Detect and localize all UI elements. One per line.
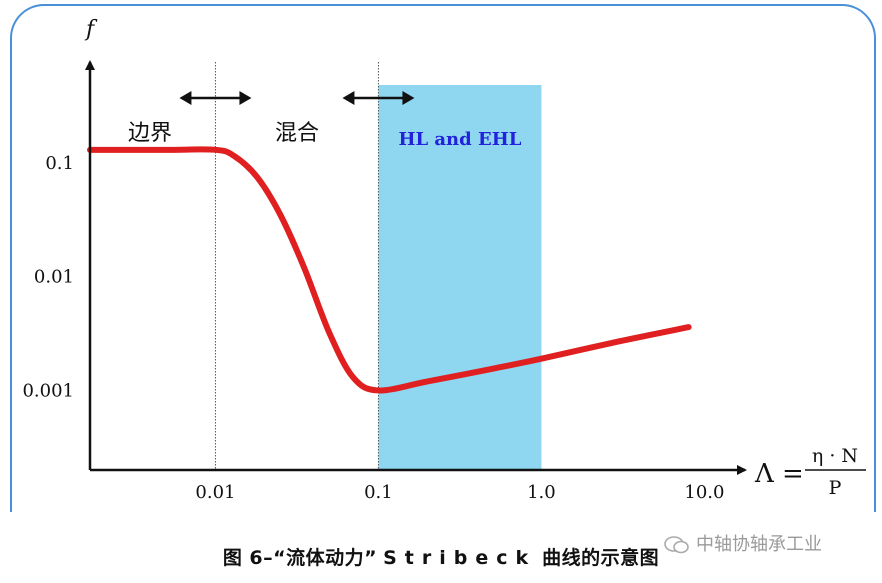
x-formula-numerator: η · N <box>812 445 858 467</box>
watermark-text: 中轴协轴承工业 <box>696 534 822 555</box>
regime-arrow <box>179 91 252 105</box>
y-tick-label: 0.1 <box>45 153 74 174</box>
stribeck-curve <box>87 146 692 394</box>
x-tick-label: 10.0 <box>684 482 724 503</box>
region-label-hl-ehl: HL and EHL <box>398 129 521 150</box>
y-tick-label: 0.01 <box>34 267 74 288</box>
region-label-boundary: 边界 <box>128 121 172 146</box>
regime-arrow-left-head <box>179 91 192 105</box>
caption-suffix: 曲线的示意图 <box>542 547 660 569</box>
x-formula-lhs: Λ = <box>754 459 804 489</box>
caption-latin: Stribeck <box>383 547 537 569</box>
watermark: 中轴协轴承工业 <box>664 528 822 562</box>
x-tick-label: 0.1 <box>364 482 393 503</box>
y-axis-symbol: f <box>84 17 98 42</box>
x-formula-denominator: P <box>829 477 842 499</box>
region-label-mixed: 混合 <box>275 121 319 146</box>
x-tick-label: 1.0 <box>527 482 556 503</box>
caption-prefix: 图 6–“流体动力” <box>222 547 378 569</box>
y-tick-label: 0.001 <box>22 380 74 401</box>
x-axis-formula: Λ = η · N P <box>754 445 866 499</box>
x-tick-label: 0.01 <box>195 482 235 503</box>
figure-caption: 图 6–“流体动力” Stribeck 曲线的示意图 <box>0 540 882 576</box>
regime-arrow-right-head <box>239 91 252 105</box>
wechat-icon <box>664 536 689 554</box>
regime-arrow <box>342 91 415 105</box>
regime-arrow-left-head <box>342 91 355 105</box>
region-band-hl-ehl <box>378 85 542 470</box>
regime-arrow-right-head <box>402 91 415 105</box>
